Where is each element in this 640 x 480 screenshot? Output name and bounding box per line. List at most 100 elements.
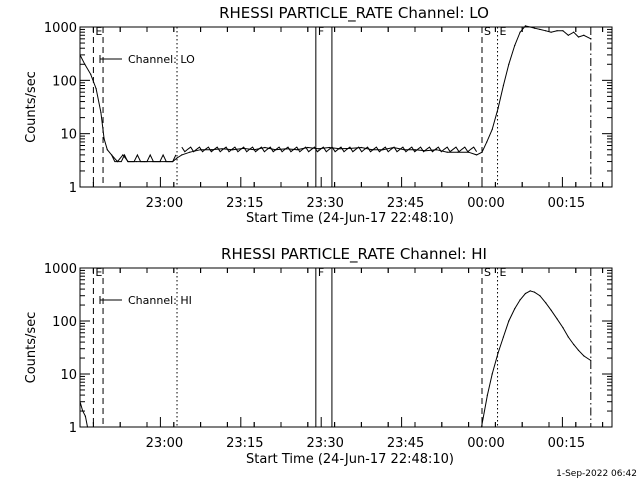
y-tick-label: 100 [52,315,77,330]
data-point [567,34,569,36]
data-point [151,160,153,163]
data-point [84,415,86,417]
data-point [135,160,137,163]
x-tick-label: 23:00 [146,196,183,211]
data-point [486,394,488,396]
y-tick-label: 1 [69,181,77,196]
x-tick-label: 23:45 [387,436,424,451]
data-point [210,149,212,151]
baseline-noise-line [181,146,478,153]
data-point [514,308,516,310]
data-point [514,44,516,47]
plot-frame [79,26,613,188]
marker-label: F [318,266,324,279]
data-point [122,154,124,156]
data-point [307,146,309,149]
data-point [414,149,416,151]
data-point [176,157,178,159]
x-axis-label: Start Time (24-Jun-17 22:48:10) [246,452,454,467]
data-point [556,30,558,32]
data-point [457,151,459,153]
y-tick-label: 1000 [44,21,77,36]
legend-entry: Channel: LO [128,53,195,66]
data-point [550,309,552,311]
data-point [533,27,536,29]
data-point [508,63,510,65]
data-point [502,336,505,338]
data-point [328,146,330,149]
hi-channel-panel: RHESSI PARTICLE_RATE Channel: HI Counts/s… [24,245,613,467]
data-point [90,73,92,75]
data-point [82,410,84,412]
marker-label: E [500,266,507,279]
data-point [84,63,86,65]
x-tick-label: 23:15 [226,436,263,451]
data-point [435,149,438,151]
data-point [491,373,493,375]
data-point [562,327,564,329]
data-point [590,359,592,362]
data-point [519,299,521,301]
x-tick-label: 23:30 [306,196,343,211]
data-point [181,154,183,156]
data-point [476,154,478,156]
data-point [100,111,102,114]
marker-label: S [484,266,491,279]
y-axis-label: Counts/sec [24,312,39,384]
y-tick-label: 10 [60,128,77,143]
y-tick-label: 100 [52,74,77,89]
data-point [583,355,585,357]
y-tick-label: 1 [69,421,77,436]
plot-frame [79,267,613,428]
data-point [317,148,320,150]
data-point [519,31,521,33]
data-point [556,318,558,320]
data-point [446,151,448,153]
data-series-line [80,25,592,163]
x-tick-label: 23:45 [387,196,424,211]
data-point [480,426,483,428]
data-point [103,138,105,140]
data-point [577,349,580,351]
data-point [106,149,108,151]
data-point [545,302,547,304]
data-point [573,31,575,33]
x-tick-label: 00:15 [548,196,585,211]
data-series-line [80,290,592,428]
data-point [545,30,547,32]
data-point [533,291,536,293]
y-tick-label: 1000 [44,262,77,277]
x-tick-label: 23:15 [226,196,263,211]
x-tick-label: 00:00 [467,196,504,211]
data-point [529,26,531,28]
data-point [497,107,499,109]
data-point [296,149,298,151]
data-point [539,295,541,297]
legend-entry: Channel: HI [128,294,192,307]
data-point [583,34,585,36]
lo-channel-panel: RHESSI PARTICLE_RATE Channel: LO Counts/s… [24,4,613,226]
x-axis-label: Start Time (24-Jun-17 22:48:10) [246,211,454,226]
data-point [562,30,564,32]
x-tick-label: 23:30 [306,436,343,451]
data-point [164,160,166,163]
data-point [80,54,81,56]
data-point [508,320,510,322]
data-point [590,38,592,40]
data-point [550,31,552,33]
data-point [221,148,223,150]
marker-label: E [95,25,102,38]
x-tick-label: 00:00 [467,436,504,451]
data-point [486,141,488,143]
data-point [524,25,527,27]
x-tick-label: 00:15 [548,436,585,451]
data-point [573,343,575,346]
marker-label: S [484,25,491,38]
chart-title: RHESSI PARTICLE_RATE Channel: HI [221,245,487,264]
timestamp-footer: 1-Sep-2022 06:42 [556,469,637,479]
chart-title: RHESSI PARTICLE_RATE Channel: LO [219,4,489,23]
data-point [577,36,580,38]
marker-label: E [500,25,507,38]
